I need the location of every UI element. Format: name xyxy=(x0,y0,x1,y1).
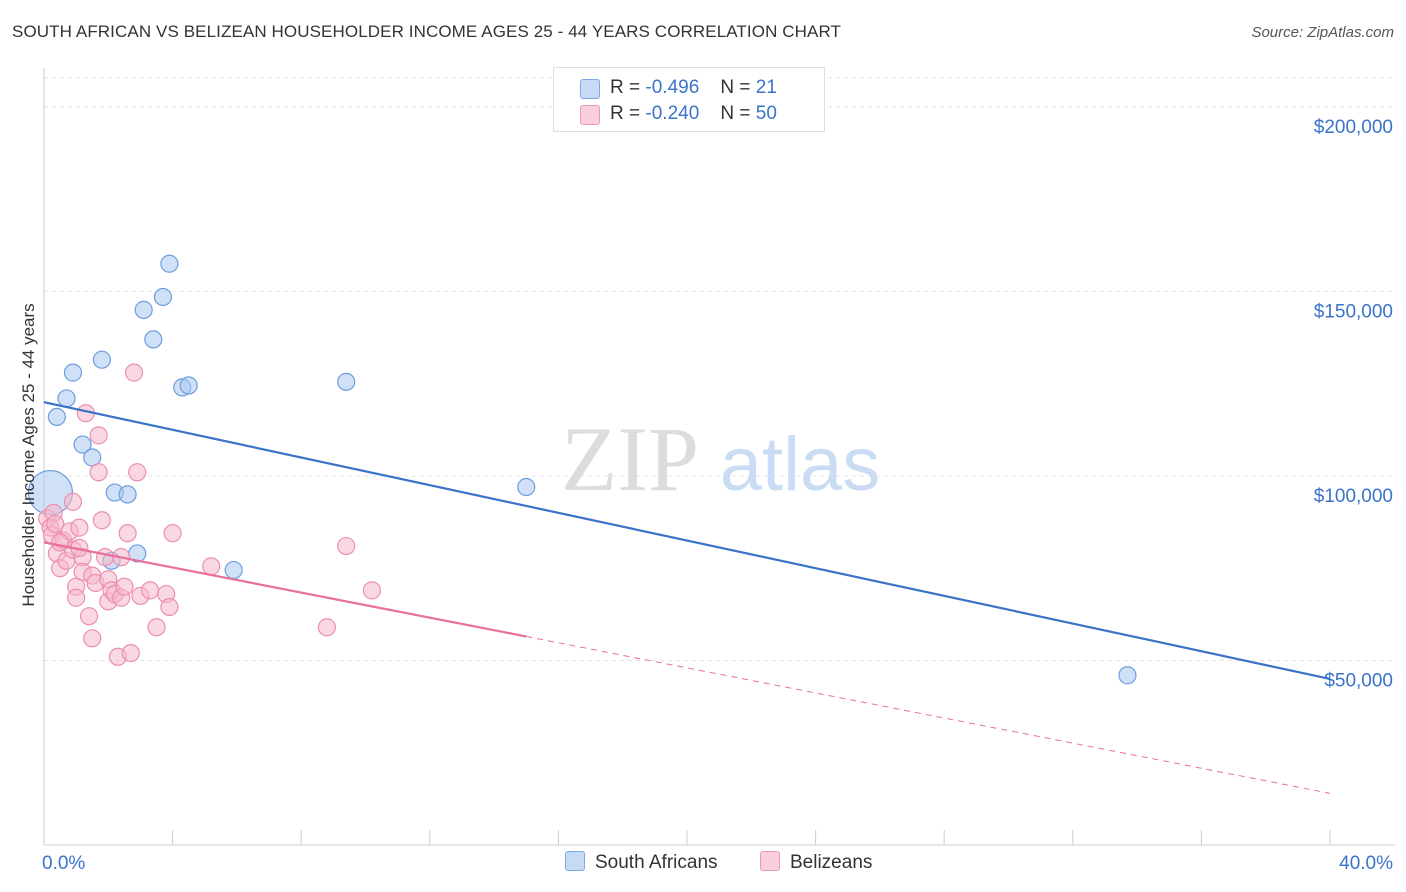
legend-r-value: -0.240 xyxy=(645,103,700,124)
point-belizean xyxy=(147,618,166,637)
y-tick-label: $150,000 xyxy=(1314,301,1393,322)
point-south-african xyxy=(160,254,179,273)
legend-swatch-blue xyxy=(580,79,600,99)
bottom-legend-swatch-pink xyxy=(760,851,780,871)
point-south-african xyxy=(153,287,173,307)
point-belizean xyxy=(89,463,108,482)
watermark: ZIP atlas xyxy=(561,408,880,510)
y-tick-label: $50,000 xyxy=(1324,670,1393,691)
point-south-african xyxy=(337,372,356,391)
point-belizean xyxy=(70,518,89,537)
point-south-african xyxy=(134,300,153,319)
point-south-african xyxy=(63,363,83,382)
watermark-zip: ZIP xyxy=(561,408,699,510)
legend-swatch-pink xyxy=(580,105,600,125)
point-south-african xyxy=(224,560,243,580)
point-south-african xyxy=(118,485,137,504)
x-tick-label-min: 0.0% xyxy=(42,853,85,874)
gridlines xyxy=(44,77,1395,661)
point-belizean xyxy=(46,514,65,534)
point-belizean xyxy=(160,597,179,617)
point-belizean xyxy=(67,588,86,607)
bottom-legend-belizeans: Belizeans xyxy=(760,851,872,874)
point-belizean xyxy=(79,607,99,626)
legend-n-value: 50 xyxy=(755,103,777,124)
chart-title: SOUTH AFRICAN VS BELIZEAN HOUSEHOLDER IN… xyxy=(12,22,842,41)
point-belizean xyxy=(163,524,182,543)
point-belizean xyxy=(115,577,134,596)
point-belizean xyxy=(92,511,111,530)
tick-labels: $50,000 $100,000 $150,000 $200,000 0.0% 40.0% xyxy=(42,117,1393,874)
trend-line-south-africans xyxy=(43,401,1331,681)
bottom-legend-label: South Africans xyxy=(595,852,718,873)
point-belizean xyxy=(362,581,382,600)
x-tick-label-max: 40.0% xyxy=(1339,853,1393,874)
point-belizean xyxy=(140,581,160,600)
y-axis-label: Householder Income Ages 25 - 44 years xyxy=(19,303,38,606)
point-south-african xyxy=(92,350,111,369)
legend-n-label: N = xyxy=(720,103,751,124)
trend-line-belizeans xyxy=(43,541,527,638)
point-belizean xyxy=(121,643,140,663)
bottom-legend-south-africans: South Africans xyxy=(565,851,718,874)
source-label: Source: ZipAtlas.com xyxy=(1251,24,1394,41)
legend-n-label: N = xyxy=(720,77,751,98)
point-belizean xyxy=(202,557,221,576)
point-belizean xyxy=(317,618,337,637)
trend-lines xyxy=(43,401,1331,794)
axes xyxy=(43,68,1395,846)
bottom-legend-label: Belizeans xyxy=(790,852,873,873)
point-south-african xyxy=(517,477,536,497)
point-belizean xyxy=(337,536,356,556)
watermark-atlas: atlas xyxy=(720,422,881,507)
legend-r-label: R = xyxy=(610,103,641,124)
point-belizean xyxy=(128,463,147,482)
y-tick-label: $100,000 xyxy=(1314,486,1393,507)
point-belizean xyxy=(83,629,102,648)
trend-extension-belizeans xyxy=(526,635,1331,794)
point-belizean xyxy=(89,426,108,445)
point-belizean xyxy=(50,533,70,552)
point-south-african xyxy=(73,435,92,454)
legend-r-label: R = xyxy=(610,77,641,98)
point-south-african xyxy=(47,407,66,427)
point-south-african xyxy=(57,389,76,408)
legend-r-value: -0.496 xyxy=(645,77,700,98)
correlation-legend: R = -0.496 N = 21 R = -0.240 N = 50 xyxy=(553,67,825,132)
point-south-african xyxy=(1118,666,1137,685)
legend-n-value: 21 xyxy=(755,77,777,98)
point-belizean xyxy=(124,363,144,382)
y-tick-label: $200,000 xyxy=(1314,117,1393,138)
point-belizean xyxy=(118,524,137,543)
point-south-african xyxy=(179,376,198,395)
data-points xyxy=(27,254,1137,685)
point-belizean xyxy=(95,548,115,567)
bottom-legend-swatch-blue xyxy=(565,851,585,871)
point-belizean xyxy=(63,492,83,511)
point-south-african xyxy=(144,330,163,349)
